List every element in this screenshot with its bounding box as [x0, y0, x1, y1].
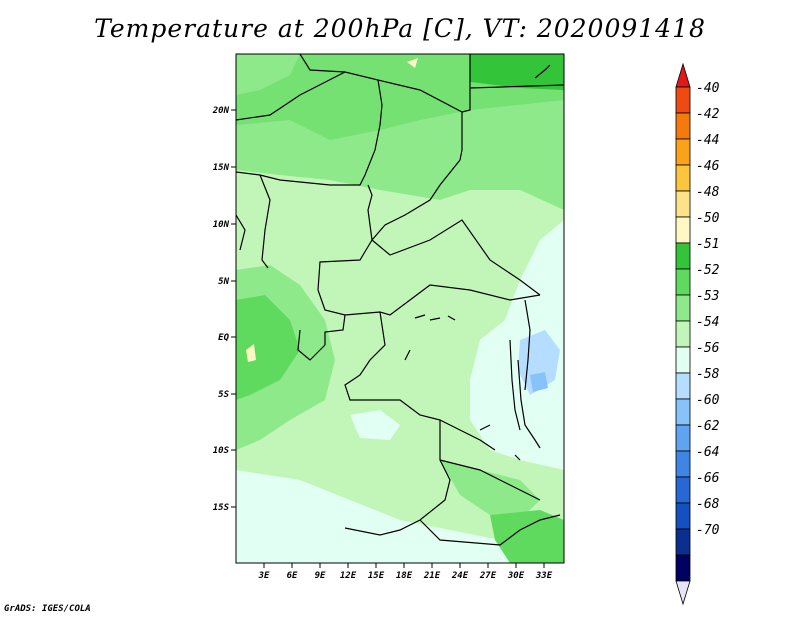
- colorbar-swatch: [675, 554, 691, 582]
- country-borders: [236, 54, 564, 546]
- lon-label: 6E: [287, 571, 298, 581]
- colorbar-label: -50: [696, 211, 720, 226]
- colorbar-label: -60: [696, 393, 720, 408]
- colorbar-swatch: [675, 450, 691, 478]
- latitude-axis: 20N 15N 10N 5N EQ 5S 10S 15S: [212, 106, 236, 513]
- lon-label: 21E: [423, 571, 441, 581]
- colorbar-label: -40: [696, 81, 720, 96]
- colorbar-label: -44: [696, 133, 719, 148]
- colorbar-swatch: [675, 216, 691, 244]
- lat-label: 15N: [213, 163, 230, 173]
- colorbar-label: -42: [696, 107, 720, 122]
- colorbar-swatch: [675, 138, 691, 166]
- colorbar-swatch: [675, 112, 691, 140]
- lat-label: 10N: [213, 220, 230, 230]
- longitude-axis: 3E 6E 9E 12E 15E 18E 21E 24E 27E 30E 33E: [258, 563, 553, 581]
- colorbar-swatch: [675, 320, 691, 348]
- colorbar-label: -56: [696, 341, 720, 356]
- colorbar-label: -64: [696, 445, 719, 460]
- map-title: Temperature at 200hPa [C], VT: 202009141…: [94, 14, 706, 43]
- lat-label: 10S: [213, 446, 230, 456]
- temperature-field: [236, 54, 564, 563]
- colorbar-swatch: [675, 164, 691, 192]
- map-frame: [235, 53, 565, 564]
- lon-label: 18E: [396, 571, 413, 581]
- colorbar-swatch: [675, 346, 691, 374]
- lat-label: 5N: [218, 277, 229, 287]
- credit-text: GrADS: IGES/COLA: [4, 604, 91, 614]
- lon-label: 24E: [451, 571, 469, 581]
- colorbar-swatch: [675, 424, 691, 452]
- colorbar-swatch: [675, 398, 691, 426]
- lat-label: 5S: [218, 390, 229, 400]
- colorbar: -40 -42 -44 -46 -48 -50 -51 -52 -53 -54 -56 -58 -60 -…: [675, 62, 720, 606]
- colorbar-label: -48: [696, 185, 720, 200]
- colorbar-label: -46: [696, 159, 720, 174]
- colorbar-swatch: [675, 86, 691, 114]
- lon-label: 15E: [368, 571, 385, 581]
- lat-label: 15S: [213, 503, 230, 513]
- colorbar-label: -58: [696, 367, 720, 382]
- colorbar-swatch: [675, 528, 691, 556]
- colorbar-label: -70: [696, 523, 720, 538]
- lon-label: 12E: [340, 571, 357, 581]
- colorbar-label: -68: [696, 497, 720, 512]
- colorbar-label: -66: [696, 471, 720, 486]
- colorbar-swatch: [675, 476, 691, 504]
- lon-label: 33E: [535, 571, 553, 581]
- colorbar-label: -51: [696, 237, 719, 252]
- colorbar-label: -53: [696, 289, 719, 304]
- lon-label: 9E: [315, 571, 326, 581]
- colorbar-label: -62: [696, 419, 720, 434]
- colorbar-swatch: [675, 242, 691, 270]
- colorbar-swatch: [675, 502, 691, 530]
- lat-label: 20N: [212, 106, 230, 116]
- colorbar-label: -54: [696, 315, 719, 330]
- colorbar-swatch: [675, 294, 691, 322]
- colorbar-swatch: [675, 268, 691, 296]
- colorbar-label: -52: [696, 263, 720, 278]
- lon-label: 3E: [258, 571, 270, 581]
- colorbar-swatch: [675, 190, 691, 218]
- colorbar-swatch: [675, 372, 691, 400]
- colorbar-top-arrow: [675, 62, 691, 88]
- colorbar-bottom-arrow: [675, 580, 691, 606]
- lon-label: 30E: [507, 571, 525, 581]
- lon-label: 27E: [479, 571, 497, 581]
- lat-label: EQ: [218, 333, 229, 343]
